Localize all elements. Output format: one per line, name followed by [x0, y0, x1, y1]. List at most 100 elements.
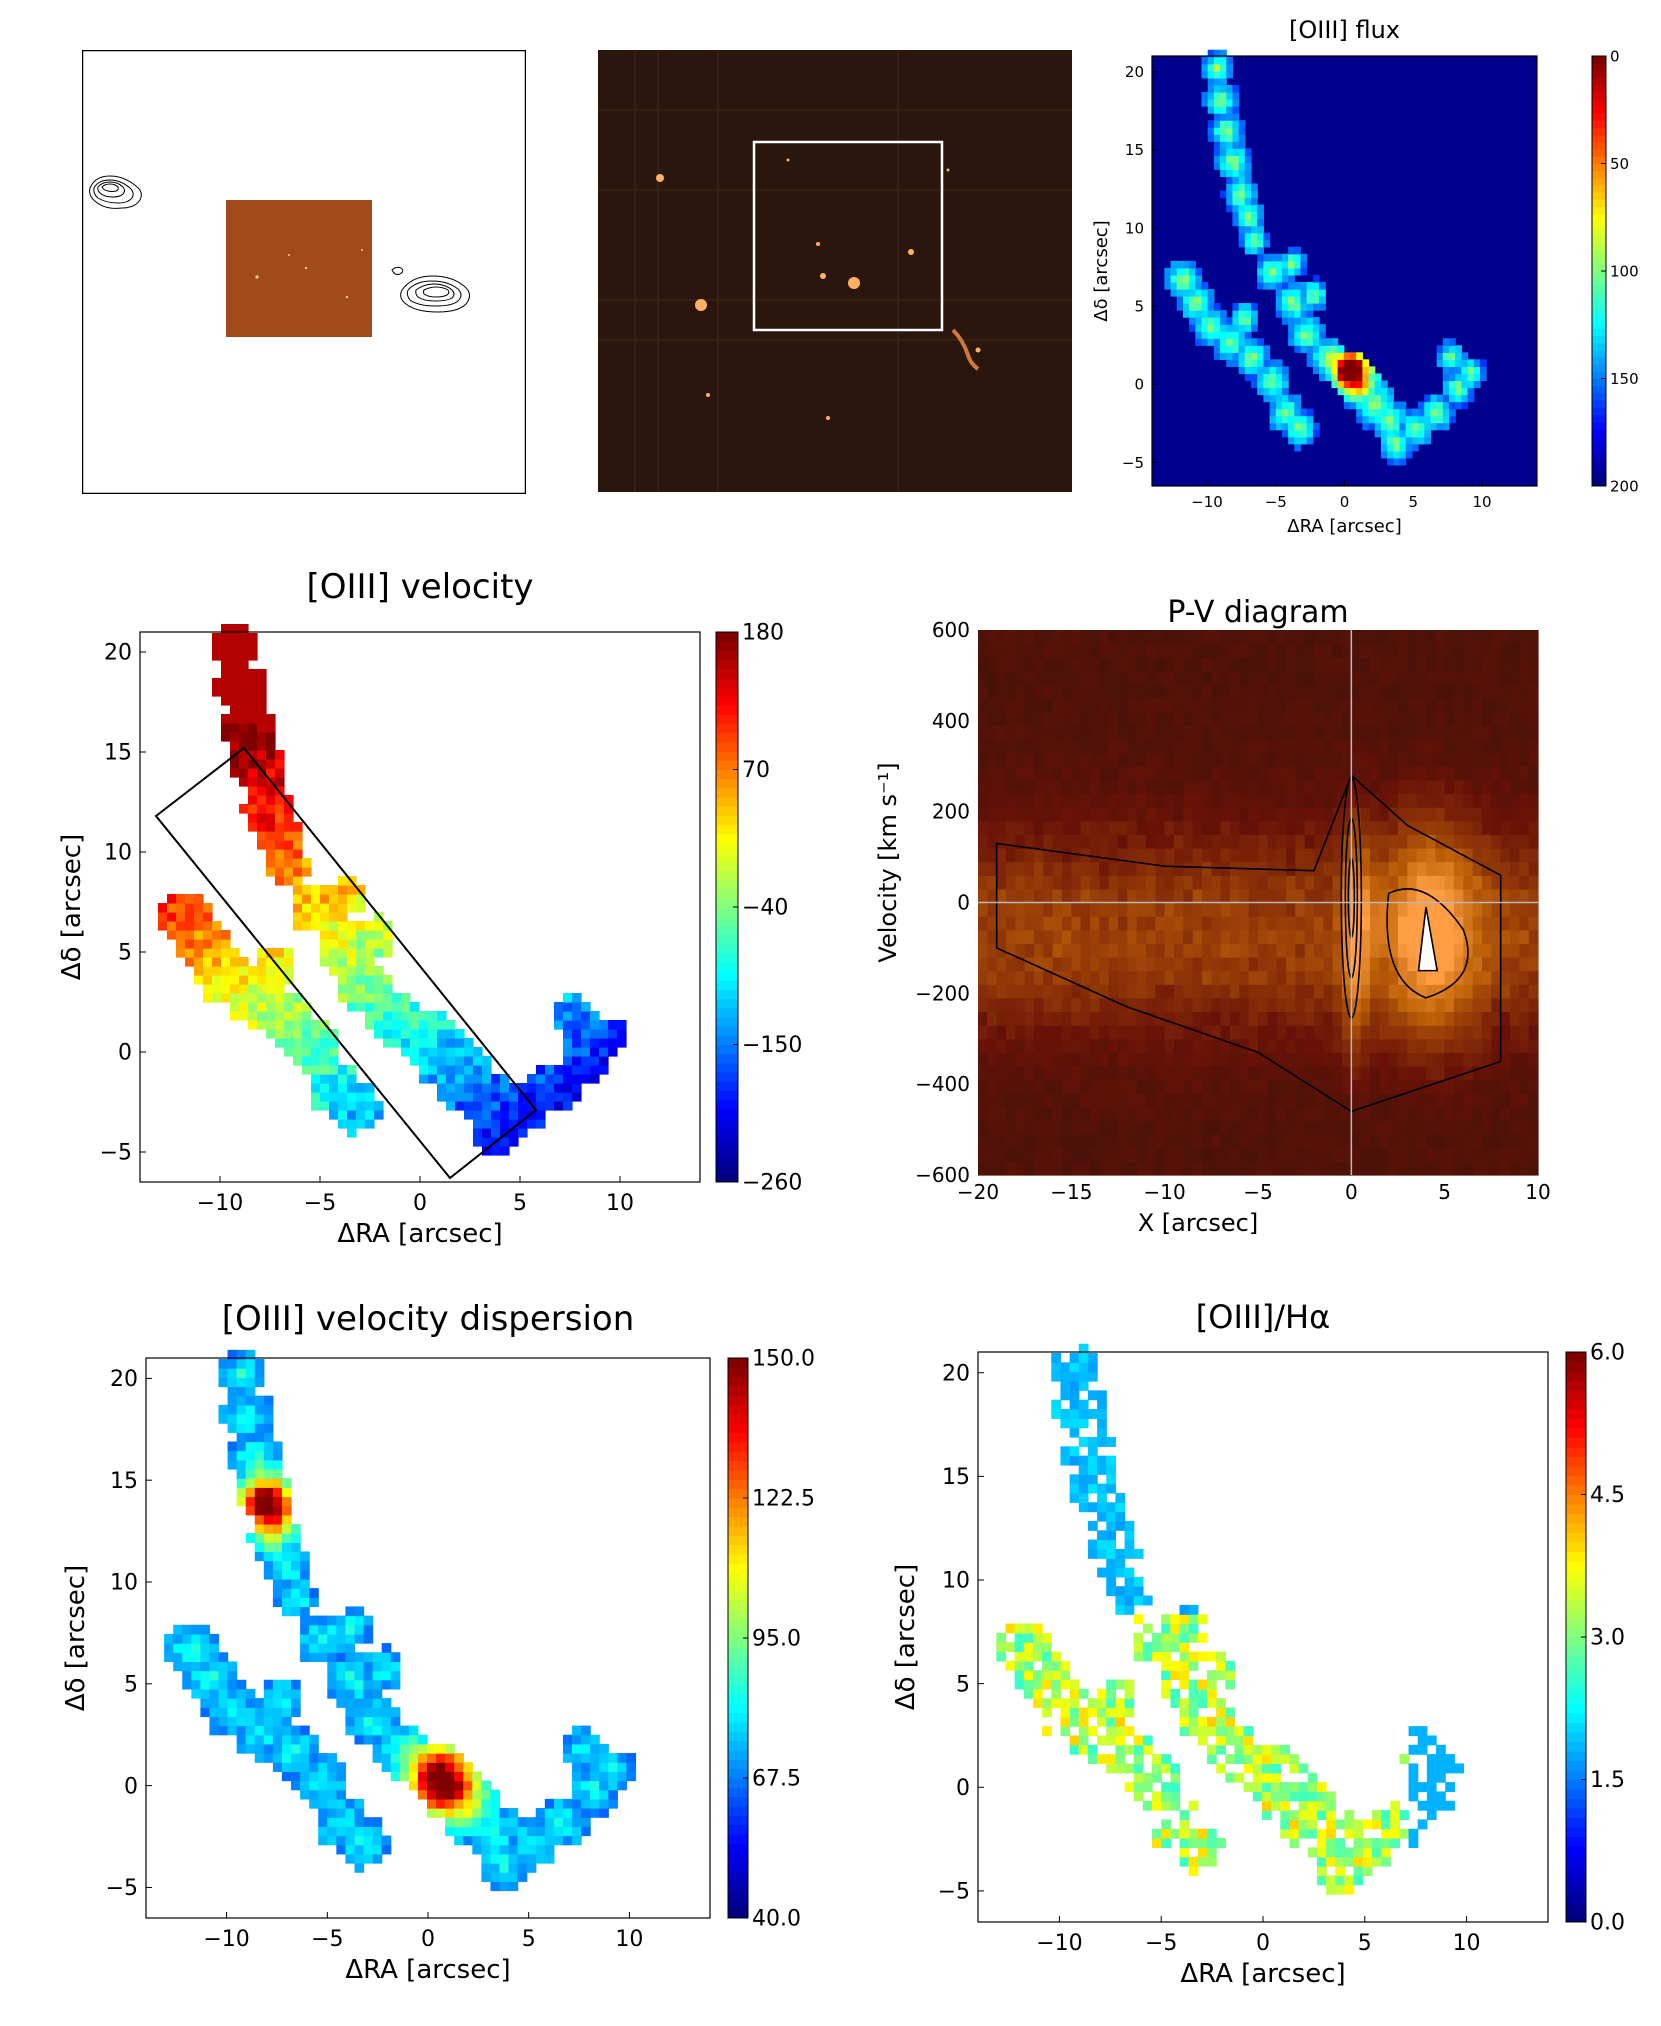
heatmap-cell [408, 1780, 419, 1791]
heatmap-cell [194, 903, 204, 913]
pv-cell [1444, 739, 1455, 754]
heatmap-cell [374, 966, 384, 976]
heatmap-cell [239, 642, 249, 652]
heatmap-cell [490, 1798, 501, 1809]
heatmap-cell [381, 1716, 392, 1727]
pv-cell [1482, 916, 1492, 931]
pv-cell [1510, 711, 1520, 726]
heatmap-cell [176, 930, 186, 940]
pv-cell [1500, 861, 1511, 876]
heatmap-cell [1220, 317, 1227, 325]
heatmap-cell [401, 1038, 411, 1048]
pv-cell [987, 684, 998, 699]
pv-cell [1015, 984, 1026, 999]
pv-cell [1267, 1147, 1278, 1162]
x-tick-label: 0 [1345, 1180, 1358, 1204]
colorbar-tick-label: 40.0 [752, 1907, 801, 1932]
heatmap-cell [257, 813, 267, 823]
heatmap-cell [1232, 176, 1240, 185]
heatmap-cell [445, 1771, 455, 1782]
heatmap-cell [185, 948, 195, 958]
pv-cell [1500, 1066, 1511, 1081]
heatmap-cell [1226, 190, 1234, 199]
heatmap-cell [1281, 303, 1289, 311]
colorbar-segment [1592, 106, 1606, 114]
pv-cell [1071, 807, 1082, 822]
heatmap-cell [481, 1808, 492, 1818]
heatmap-cell [500, 1083, 510, 1093]
x-axis-label: X [arcsec] [1138, 1209, 1259, 1237]
colorbar-segment [728, 1843, 748, 1854]
heatmap-cell [1220, 127, 1227, 135]
pv-cell [1276, 820, 1287, 835]
heatmap-cell [209, 1633, 220, 1644]
colorbar-segment [716, 1145, 738, 1155]
colorbar-segment [728, 1535, 748, 1546]
pv-cell [1463, 1025, 1474, 1040]
pv-cell [1454, 657, 1464, 672]
pv-cell [1304, 875, 1315, 890]
heatmap-cell [257, 966, 267, 976]
pv-cell [1192, 1066, 1203, 1081]
pv-cell [1528, 670, 1539, 686]
heatmap-cell [266, 1020, 276, 1030]
pv-cell [1248, 970, 1259, 985]
pv-cell [1043, 643, 1054, 658]
heatmap-cell [1124, 1782, 1135, 1793]
heatmap-cell [354, 1808, 365, 1818]
pv-cell [1426, 752, 1436, 767]
heatmap-cell [1238, 310, 1246, 318]
pv-cell [1323, 779, 1334, 795]
heatmap-cell [230, 669, 240, 679]
heatmap-cell [338, 1101, 348, 1111]
heatmap-cell [336, 1844, 347, 1855]
heatmap-cell [1312, 288, 1320, 297]
colorbar-segment [728, 1862, 748, 1872]
heatmap-cell [284, 867, 294, 877]
pv-cell [1435, 943, 1446, 958]
heatmap-cell [363, 1698, 374, 1708]
pv-cell [1323, 970, 1334, 985]
heatmap-cell [554, 1020, 564, 1030]
x-tick-label: 10 [615, 1927, 643, 1952]
pv-cell [1099, 643, 1110, 658]
heatmap-cell [239, 984, 249, 994]
heatmap-cell [329, 885, 339, 895]
heatmap-cell [563, 1056, 573, 1066]
heatmap-cell [581, 1762, 591, 1772]
heatmap-cell [338, 984, 348, 994]
heatmap-cell [392, 993, 402, 1003]
colorbar-segment [716, 677, 738, 688]
pv-cell [1482, 766, 1492, 781]
pv-cell [1407, 861, 1418, 876]
heatmap-cell [1312, 303, 1320, 311]
pv-cell [1379, 698, 1390, 713]
heatmap-cell [248, 669, 258, 679]
pv-cell [1528, 643, 1539, 658]
heatmap-cell [599, 1065, 609, 1075]
pv-cell [1351, 1134, 1362, 1149]
pv-cell [1183, 902, 1194, 917]
pv-cell [1510, 848, 1520, 863]
pv-cell [1323, 902, 1334, 917]
pv-cell [1500, 779, 1511, 795]
pv-cell [1510, 888, 1520, 904]
pv-cell [1379, 1038, 1390, 1053]
pv-cell [1286, 1025, 1296, 1040]
heatmap-cell [562, 1743, 573, 1754]
pv-cell [1258, 739, 1268, 754]
heatmap-cell [275, 804, 285, 814]
heatmap-cell [254, 1523, 265, 1534]
heatmap-cell [562, 1753, 573, 1763]
pv-cell [1314, 657, 1324, 672]
colorbar-segment [1592, 443, 1606, 451]
pv-cell [1379, 1066, 1390, 1081]
heatmap-cell [399, 1762, 410, 1772]
colorbar-segment [728, 1423, 748, 1434]
heatmap-cell [437, 1056, 447, 1066]
pv-cell [1379, 929, 1390, 944]
y-tick-label: 15 [110, 1469, 138, 1494]
pv-cell [1071, 711, 1082, 726]
heatmap-cell [399, 1771, 410, 1782]
pv-cell [1034, 970, 1044, 985]
